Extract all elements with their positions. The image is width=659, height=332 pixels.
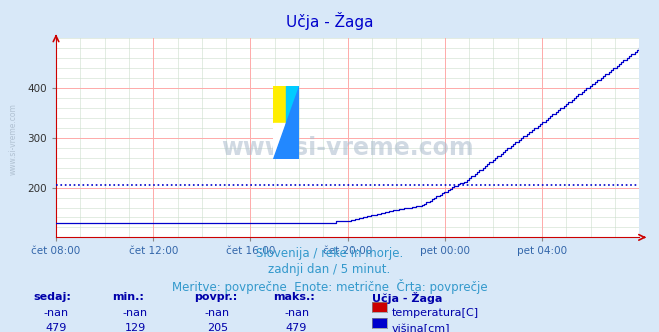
Text: 479: 479 (45, 323, 67, 332)
Text: www.si-vreme.com: www.si-vreme.com (221, 136, 474, 160)
Text: min.:: min.: (112, 292, 144, 302)
Text: 205: 205 (207, 323, 228, 332)
Text: višina[cm]: višina[cm] (391, 324, 450, 332)
Bar (286, 123, 299, 159)
Bar (286, 86, 299, 123)
Text: zadnji dan / 5 minut.: zadnji dan / 5 minut. (268, 263, 391, 276)
Bar (273, 86, 286, 123)
Text: -nan: -nan (284, 308, 309, 318)
Text: Učja - Žaga: Učja - Žaga (372, 292, 443, 304)
Text: Slovenija / reke in morje.: Slovenija / reke in morje. (256, 247, 403, 260)
Text: -nan: -nan (43, 308, 69, 318)
Text: maks.:: maks.: (273, 292, 315, 302)
Text: sedaj:: sedaj: (33, 292, 71, 302)
Text: www.si-vreme.com: www.si-vreme.com (9, 104, 18, 175)
Text: -nan: -nan (205, 308, 230, 318)
Text: 129: 129 (125, 323, 146, 332)
Text: -nan: -nan (123, 308, 148, 318)
Text: Učja - Žaga: Učja - Žaga (286, 12, 373, 30)
Text: Meritve: povprečne  Enote: metrične  Črta: povprečje: Meritve: povprečne Enote: metrične Črta:… (172, 279, 487, 294)
Text: temperatura[C]: temperatura[C] (391, 308, 478, 318)
Bar (273, 123, 286, 159)
Text: povpr.:: povpr.: (194, 292, 238, 302)
Polygon shape (273, 86, 299, 159)
Text: 479: 479 (286, 323, 307, 332)
